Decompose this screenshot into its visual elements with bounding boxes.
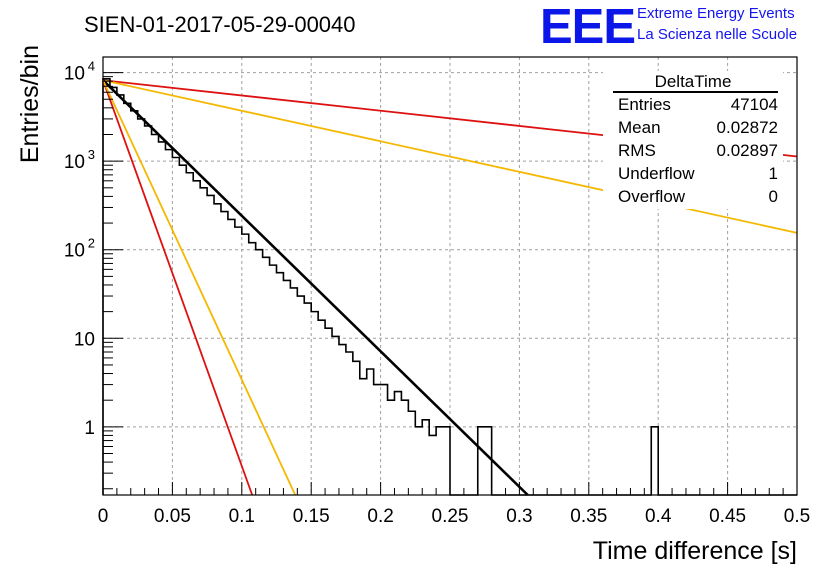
fit-orange-fast xyxy=(102,79,297,496)
y-tick-label: 10 xyxy=(64,241,85,262)
stats-label-entries: Entries xyxy=(618,95,671,114)
y-tick-exponent: 4 xyxy=(88,59,95,74)
stats-label-underflow: Underflow xyxy=(618,164,695,183)
fast-fit-curves xyxy=(102,79,529,496)
x-tick-label: 0.25 xyxy=(432,506,469,527)
stats-value-overflow: 0 xyxy=(769,187,778,206)
stats-value-rms: 0.02897 xyxy=(717,141,778,160)
stats-value-entries: 47104 xyxy=(731,95,778,114)
logo-line-2: La Scienza nelle Scuole xyxy=(637,26,797,43)
stats-title: DeltaTime xyxy=(655,72,732,91)
stats-value-mean: 0.02872 xyxy=(717,118,778,137)
x-tick-label: 0.3 xyxy=(506,506,532,527)
eee-logo-text: EEE xyxy=(540,0,635,54)
x-axis-title: Time difference [s] xyxy=(593,537,797,565)
x-tick-label: 0.15 xyxy=(293,506,330,527)
x-tick-label: 0.4 xyxy=(645,506,672,527)
stats-label-rms: RMS xyxy=(618,141,656,160)
axis-ticks xyxy=(102,72,798,495)
fit-red-fast xyxy=(102,79,254,496)
y-tick-label: 10 xyxy=(74,329,95,350)
y-axis-title: Entries/bin xyxy=(16,45,44,163)
y-tick-exponent: 2 xyxy=(88,236,95,251)
stats-box: DeltaTime Entries 47104 Mean 0.02872 RMS… xyxy=(603,71,783,209)
x-tick-label: 0.05 xyxy=(154,506,191,527)
x-tick-label: 0 xyxy=(98,506,109,527)
y-tick-label: 10 xyxy=(64,152,85,173)
x-tick-label: 0.5 xyxy=(784,506,810,527)
chart-title: SIEN-01-2017-05-29-00040 xyxy=(84,12,356,37)
stats-label-mean: Mean xyxy=(618,118,661,137)
y-tick-label: 1 xyxy=(84,418,95,439)
x-tick-label: 0.2 xyxy=(367,506,393,527)
x-tick-label: 0.45 xyxy=(709,506,746,527)
fit-fit xyxy=(102,79,529,496)
stats-value-underflow: 1 xyxy=(769,164,778,183)
x-tick-label: 0.35 xyxy=(570,506,607,527)
x-tick-label: 0.1 xyxy=(229,506,255,527)
y-tick-label: 10 xyxy=(64,64,85,85)
y-tick-exponent: 3 xyxy=(88,147,95,162)
stats-box-background xyxy=(603,71,783,209)
stats-label-overflow: Overflow xyxy=(618,187,686,206)
x-tick-labels: 0 0.05 0.1 0.15 0.2 0.25 0.3 0.35 0.4 0.45 0.5 xyxy=(98,506,811,527)
logo-line-1: Extreme Energy Events xyxy=(637,5,795,22)
